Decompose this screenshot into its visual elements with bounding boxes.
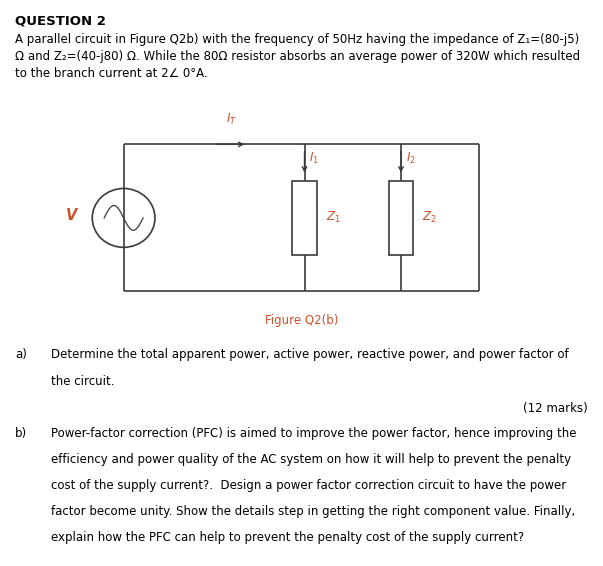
Text: cost of the supply current?.  Design a power factor correction circuit to have t: cost of the supply current?. Design a po…	[51, 479, 566, 492]
Text: Ω and Z₂=(40-j80) Ω. While the 80Ω resistor absorbs an average power of 320W whi: Ω and Z₂=(40-j80) Ω. While the 80Ω resis…	[15, 50, 580, 63]
Text: factor become unity. Show the details step in getting the right component value.: factor become unity. Show the details st…	[51, 505, 575, 518]
Text: $I_2$: $I_2$	[406, 151, 415, 166]
Text: Figure Q2(b): Figure Q2(b)	[265, 314, 338, 327]
Text: explain how the PFC can help to prevent the penalty cost of the supply current?: explain how the PFC can help to prevent …	[51, 531, 525, 544]
Text: $I_1$: $I_1$	[309, 151, 320, 166]
Text: Power-factor correction (PFC) is aimed to improve the power factor, hence improv: Power-factor correction (PFC) is aimed t…	[51, 427, 576, 440]
Text: to the branch current at 2∠ 0°A.: to the branch current at 2∠ 0°A.	[15, 67, 207, 80]
Text: a): a)	[15, 348, 27, 361]
Text: $I_T$: $I_T$	[226, 112, 237, 127]
Text: V: V	[66, 208, 77, 222]
Text: the circuit.: the circuit.	[51, 375, 115, 388]
Text: (12 marks): (12 marks)	[523, 402, 588, 415]
Text: efficiency and power quality of the AC system on how it will help to prevent the: efficiency and power quality of the AC s…	[51, 453, 572, 466]
Text: Determine the total apparent power, active power, reactive power, and power fact: Determine the total apparent power, acti…	[51, 348, 569, 361]
Bar	[389, 181, 413, 255]
Text: $Z_1$: $Z_1$	[326, 211, 341, 225]
Text: QUESTION 2: QUESTION 2	[15, 14, 106, 27]
Text: b): b)	[15, 427, 27, 440]
Text: A parallel circuit in Figure Q2b) with the frequency of 50Hz having the impedanc: A parallel circuit in Figure Q2b) with t…	[15, 33, 579, 46]
Text: $Z_2$: $Z_2$	[422, 211, 437, 225]
Bar	[292, 181, 317, 255]
